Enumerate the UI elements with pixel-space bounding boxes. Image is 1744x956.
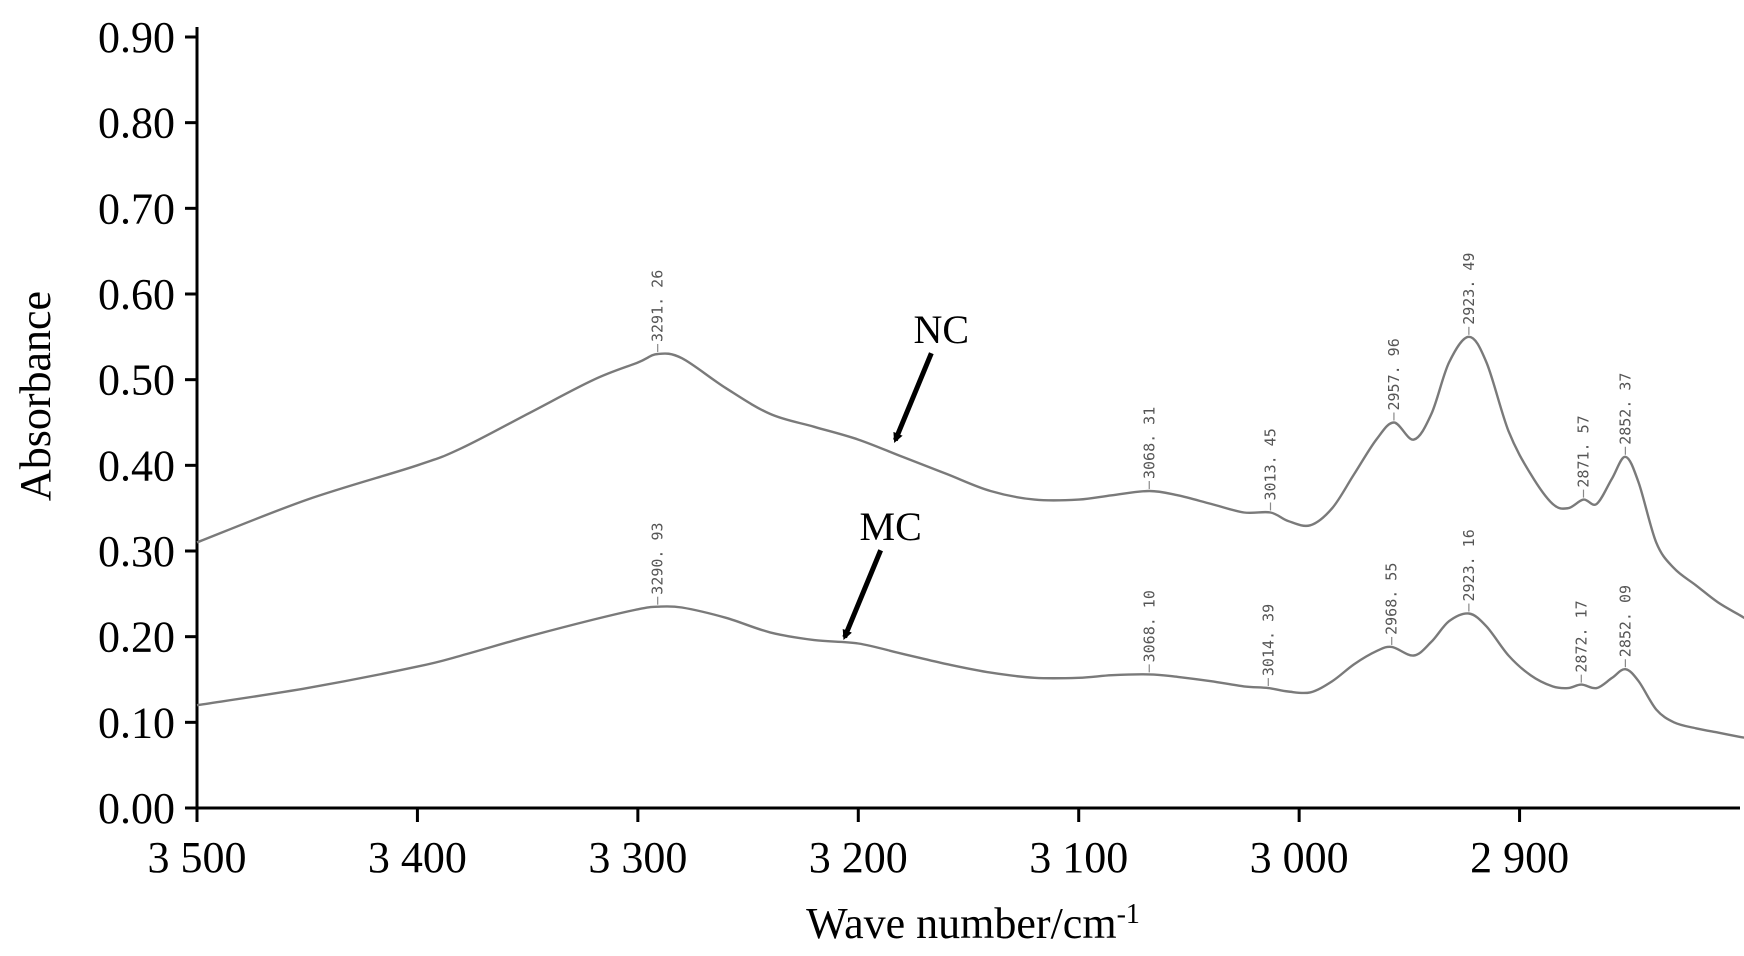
- peak-label: 3014. 39: [1259, 604, 1277, 676]
- y-tick-label: 0.80: [98, 99, 175, 148]
- series-line-mc: [196, 605, 1744, 739]
- y-axis-title: Absorbance: [11, 291, 60, 501]
- series-label-mc: MC: [860, 504, 922, 549]
- x-axis-title-main: Wave number/cm: [806, 899, 1116, 948]
- peak-label: 2957. 96: [1385, 338, 1403, 410]
- x-tick-label: 3 300: [588, 833, 687, 882]
- y-tick-label: 0.40: [98, 441, 175, 490]
- series-label-nc: NC: [914, 307, 970, 352]
- x-tick-label: 3 200: [809, 833, 908, 882]
- peak-label: 2968. 55: [1383, 563, 1401, 635]
- y-tick-label: 0.50: [98, 356, 175, 405]
- y-tick-label: 0.20: [98, 613, 175, 662]
- peak-label: 2923. 49: [1460, 253, 1478, 325]
- x-tick-label: 3 400: [368, 833, 467, 882]
- series-line-nc: [196, 335, 1744, 620]
- series-annotations: NC MC: [842, 307, 970, 641]
- peak-label: 3068. 31: [1140, 407, 1158, 479]
- peak-label: 2923. 16: [1460, 529, 1478, 601]
- x-axis-title-superscript: -1: [1117, 899, 1140, 930]
- peak-label: 2871. 57: [1575, 415, 1593, 487]
- peak-label: 3068. 10: [1140, 590, 1158, 662]
- peak-label: 2852. 37: [1616, 373, 1634, 445]
- x-axis: 3 500 3 400 3 300 3 200 3 100 3 000 2 900: [148, 806, 1740, 882]
- arrow-nc: [893, 352, 934, 443]
- y-tick-label: 0.10: [98, 698, 175, 747]
- x-tick-label: 3 000: [1250, 833, 1349, 882]
- y-axis: 0.00 0.10 0.20 0.30 0.40 0.50 0.60 0.70 0.80 0.90: [98, 13, 199, 833]
- peak-label: 3290. 93: [649, 522, 667, 594]
- peak-label: 2872. 17: [1572, 600, 1590, 672]
- y-tick-label: 0.70: [98, 184, 175, 233]
- peak-label: 3291. 26: [649, 270, 667, 342]
- x-tick-label: 3 100: [1029, 833, 1128, 882]
- peak-label: 3013. 45: [1262, 428, 1280, 500]
- x-tick-label: 2 900: [1470, 833, 1569, 882]
- y-tick-label: 0.00: [98, 784, 175, 833]
- arrow-mc: [842, 549, 883, 641]
- x-axis-title: Wave number/cm-1: [806, 899, 1140, 949]
- y-tick-label: 0.30: [98, 527, 175, 576]
- y-tick-label: 0.60: [98, 270, 175, 319]
- series-lines: [196, 335, 1744, 739]
- x-tick-label: 3 500: [148, 833, 247, 882]
- peak-labels: 3291. 26 3068. 31 3013. 45 2957. 96 2923. 49…: [649, 253, 1634, 687]
- y-tick-label: 0.90: [98, 13, 175, 62]
- peak-label: 2852. 09: [1616, 585, 1634, 657]
